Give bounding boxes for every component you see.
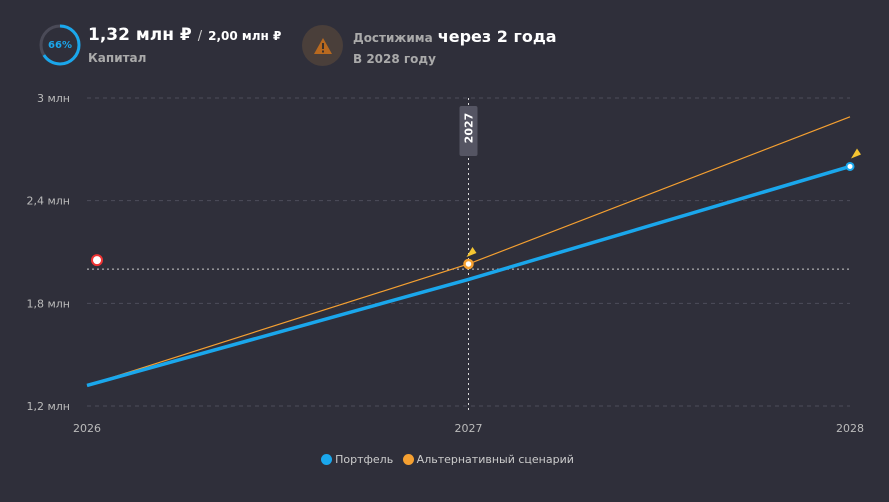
legend: Портфель Альтернативный сценарий bbox=[0, 453, 889, 466]
warning-icon bbox=[302, 25, 343, 66]
series-line-0 bbox=[86, 164, 851, 388]
reach-info: Достижима через 2 года В 2028 году bbox=[353, 27, 557, 66]
y-tick-label: 1,2 млн bbox=[26, 400, 70, 413]
progress-label: 66% bbox=[48, 39, 72, 51]
portfolio-point bbox=[845, 161, 855, 171]
separator: / bbox=[197, 29, 203, 44]
y-tick-label: 2,4 млн bbox=[26, 195, 70, 208]
capital-summary: 66% 1,32 млн ₽ / 2,00 млн ₽ Капитал bbox=[38, 22, 281, 68]
party-icon bbox=[466, 246, 477, 257]
series-line-1 bbox=[86, 116, 851, 387]
legend-alternative[interactable]: Альтернативный сценарий bbox=[397, 453, 574, 466]
progress-ring: 66% bbox=[38, 23, 82, 67]
reach-label: Достижима bbox=[353, 31, 433, 45]
target-icon bbox=[91, 254, 103, 267]
capital-label: Капитал bbox=[88, 51, 147, 65]
goal-value: 2,00 млн ₽ bbox=[208, 29, 282, 43]
x-tick-label: 2027 bbox=[455, 422, 483, 435]
y-tick-label: 3 млн bbox=[37, 92, 70, 105]
crosshair-tooltip bbox=[459, 106, 478, 156]
reach-year: В 2028 году bbox=[353, 52, 436, 66]
legend-portfolio[interactable]: Портфель bbox=[315, 453, 393, 466]
alternative-point bbox=[463, 258, 474, 270]
x-tick-label: 2028 bbox=[836, 422, 864, 435]
party-icon bbox=[851, 148, 861, 159]
crosshair-label: 2027 bbox=[463, 113, 476, 144]
reach-value: через 2 года bbox=[437, 27, 557, 46]
capital-value: 1,32 млн ₽ bbox=[88, 25, 192, 45]
y-tick-label: 1,8 млн bbox=[26, 297, 70, 310]
x-tick-label: 2026 bbox=[73, 422, 101, 435]
